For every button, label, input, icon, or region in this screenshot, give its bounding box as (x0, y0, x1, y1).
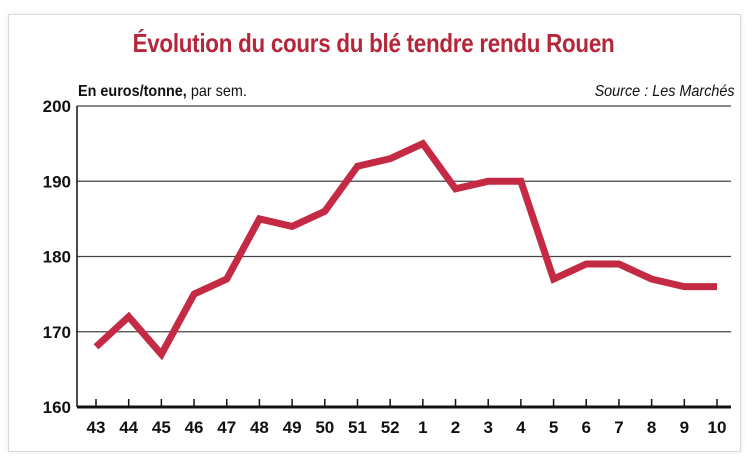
x-tick-label: 3 (483, 418, 492, 437)
x-tick-label: 9 (680, 418, 689, 437)
x-tick-label: 50 (315, 418, 334, 437)
x-tick-label: 51 (348, 418, 367, 437)
unit-label: En euros/tonne, par sem. (78, 83, 247, 101)
y-tick-label: 180 (43, 248, 71, 267)
x-tick-label: 8 (647, 418, 656, 437)
chart-title: Évolution du cours du blé tendre rendu R… (132, 28, 615, 58)
x-tick-label: 48 (250, 418, 269, 437)
x-tick-label: 46 (185, 418, 204, 437)
x-tick-label: 43 (87, 418, 106, 437)
x-tick-label: 2 (451, 418, 460, 437)
x-tick-label: 52 (381, 418, 400, 437)
chart-card (8, 14, 741, 452)
y-tick-label: 160 (43, 398, 71, 417)
source-label: Source : Les Marchés (594, 83, 735, 100)
x-tick-label: 1 (418, 418, 427, 437)
x-tick-label: 6 (582, 418, 591, 437)
y-tick-label: 190 (43, 172, 71, 191)
x-tick-label: 47 (217, 418, 236, 437)
y-tick-label: 200 (43, 97, 71, 116)
x-tick-label: 4 (516, 418, 526, 437)
x-tick-label: 7 (614, 418, 623, 437)
x-tick-label: 10 (708, 418, 727, 437)
x-tick-label: 45 (152, 418, 171, 437)
unit-label-bold: En euros/tonne, (78, 83, 187, 100)
x-tick-label: 49 (283, 418, 302, 437)
price-line (93, 139, 717, 361)
x-tick-label: 5 (549, 418, 558, 437)
unit-label-rest: par sem. (186, 83, 247, 100)
x-tick-label: 44 (119, 418, 138, 437)
y-tick-label: 170 (43, 323, 71, 342)
